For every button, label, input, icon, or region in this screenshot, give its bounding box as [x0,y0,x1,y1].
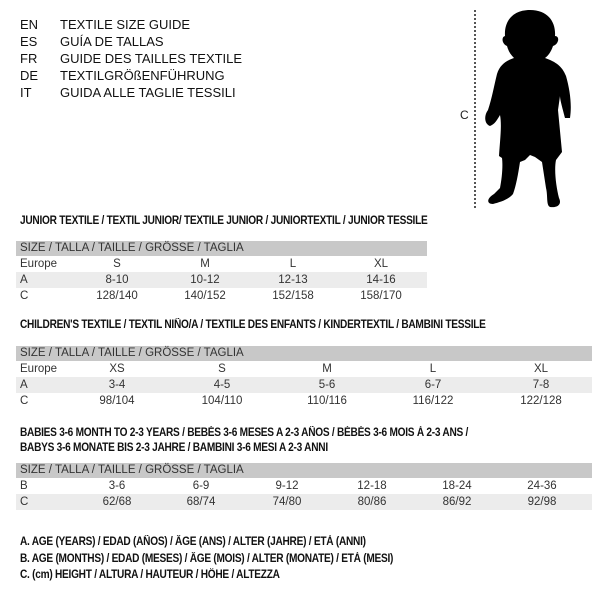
table-row: Europe XS S M L XL [16,361,592,377]
row-label: A [20,274,28,286]
row-label: A [20,379,28,391]
table-cell: XL [373,258,389,270]
row-label: C [20,496,29,508]
table-cell: 104/110 [201,395,243,407]
table-cell: 62/68 [102,496,132,508]
language-code: IT [20,85,32,100]
table-cell: 3-6 [108,480,126,492]
table-cell: 6-7 [424,379,442,391]
table-cell: XL [533,363,549,375]
babies-title-line2: BABYS 3-6 MONATE BIS 2-3 JAHRE / BAMBINI… [20,442,328,454]
language-title: TEXTILGRÖßENFÜHRUNG [60,68,225,83]
junior-size-table: SIZE / TALLA / TAILLE / GRÖSSE / TAGLIA E… [16,241,427,304]
table-cell: 122/128 [520,395,562,407]
row-label: Europe [20,363,58,375]
table-cell: S [218,363,226,375]
language-line: EN TEXTILE SIZE GUIDE [20,16,190,33]
table-cell: 24-36 [527,480,557,492]
language-line: IT GUIDA ALLE TAGLIE TESSILI [20,84,236,101]
table-cell: S [113,258,121,270]
table-cell: 110/116 [307,395,347,407]
language-code: FR [20,51,38,66]
table-cell: L [289,258,297,270]
language-title: GUIDE DES TAILLES TEXTILE [60,51,243,66]
row-label: C [20,395,29,407]
table-cell: 18-24 [442,480,472,492]
language-code: ES [20,34,38,49]
legend-b: B. AGE (MONTHS) / EDAD (MESES) / ÂGE (MO… [20,553,394,565]
table-cell: 12-18 [357,480,387,492]
table-cell: M [322,363,332,375]
table-row: A 3-4 4-5 5-6 6-7 7-8 [16,377,592,393]
children-title: CHILDREN'S TEXTILE / TEXTIL NIÑO/A / TEX… [20,319,486,331]
language-line: DE TEXTILGRÖßENFÜHRUNG [20,67,225,84]
language-title: GUIDA ALLE TAGLIE TESSILI [60,85,236,100]
table-cell: XS [109,363,125,375]
table-cell: 7-8 [532,379,550,391]
size-header: SIZE / TALLA / TAILLE / GRÖSSE / TAGLIA [16,346,592,361]
height-label: C [460,108,469,122]
table-cell: 3-4 [108,379,126,391]
junior-title: JUNIOR TEXTILE / TEXTIL JUNIOR/ TEXTILE … [20,215,428,227]
table-cell: 86/92 [442,496,472,508]
table-row: Europe S M L XL [16,256,427,272]
table-cell: 5-6 [318,379,336,391]
table-cell: 98/104 [99,395,135,407]
table-cell: 10-12 [190,274,220,286]
row-label: C [20,290,29,302]
table-cell: M [200,258,210,270]
babies-title-line1: BABIES 3-6 MONTH TO 2-3 YEARS / BEBÉS 3-… [20,427,469,439]
table-cell: 152/158 [272,290,314,302]
table-cell: 158/170 [360,290,402,302]
table-cell: 140/152 [184,290,226,302]
size-header: SIZE / TALLA / TAILLE / GRÖSSE / TAGLIA [16,241,427,256]
table-cell: 14-16 [366,274,396,286]
table-cell: 128/140 [96,290,138,302]
language-line: ES GUÍA DE TALLAS [20,33,164,50]
row-label: Europe [20,258,58,270]
language-code: DE [20,68,39,83]
height-measure-line [474,10,476,208]
table-cell: 8-10 [105,274,129,286]
table-cell: 4-5 [213,379,231,391]
table-cell: 116/122 [412,395,454,407]
size-header: SIZE / TALLA / TAILLE / GRÖSSE / TAGLIA [16,463,592,478]
table-cell: 92/98 [527,496,557,508]
table-cell: 80/86 [357,496,387,508]
table-row: C 98/104 104/110 110/116 116/122 122/128 [16,393,592,409]
table-cell: 74/80 [272,496,302,508]
row-label: B [20,480,28,492]
table-cell: L [429,363,437,375]
table-cell: 68/74 [186,496,216,508]
language-code: EN [20,17,39,32]
table-row: C 128/140 140/152 152/158 158/170 [16,288,427,304]
table-cell: 12-13 [278,274,308,286]
table-cell: 6-9 [192,480,210,492]
legend-c: C. (cm) HEIGHT / ALTURA / HAUTEUR / HÖHE… [20,569,280,581]
children-size-table: SIZE / TALLA / TAILLE / GRÖSSE / TAGLIA E… [16,346,592,409]
table-row: B 3-6 6-9 9-12 12-18 18-24 24-36 [16,478,592,494]
legend-a: A. AGE (YEARS) / EDAD (AÑOS) / ÂGE (ANS)… [20,536,366,548]
language-title: GUÍA DE TALLAS [60,34,164,49]
table-row: A 8-10 10-12 12-13 14-16 [16,272,427,288]
language-line: FR GUIDE DES TAILLES TEXTILE [20,50,242,67]
language-title: TEXTILE SIZE GUIDE [60,17,191,32]
child-silhouette-icon [485,10,571,208]
table-row: C 62/68 68/74 74/80 80/86 86/92 92/98 [16,494,592,510]
table-cell: 9-12 [275,480,299,492]
babies-size-table: SIZE / TALLA / TAILLE / GRÖSSE / TAGLIA B… [16,463,592,510]
